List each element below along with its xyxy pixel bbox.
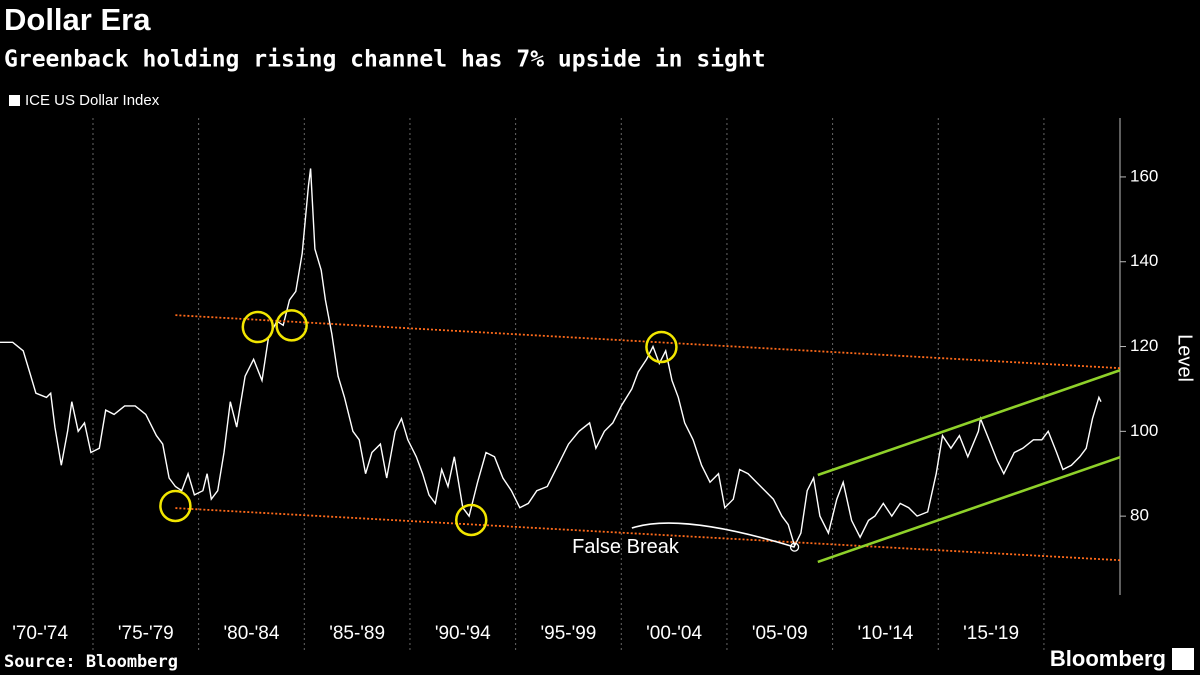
brand: Bloomberg xyxy=(1050,646,1166,671)
trend-line xyxy=(817,455,1121,564)
annotation-point xyxy=(789,542,800,552)
x-tick-label: '95-'99 xyxy=(541,623,597,644)
y-tick-label: 140 xyxy=(1130,251,1158,270)
chart-title: Dollar Era xyxy=(4,2,151,37)
x-tick-label: '00-'04 xyxy=(646,623,702,644)
legend-label: ICE US Dollar Index xyxy=(25,92,160,109)
y-axis-title: Level xyxy=(1174,334,1196,382)
x-tick-label: '75-'79 xyxy=(118,623,174,644)
highlight-circle xyxy=(645,330,678,364)
x-tick-label: '80-'84 xyxy=(224,623,280,644)
source: Source: Bloomberg xyxy=(4,652,178,672)
price-line xyxy=(0,168,1102,548)
x-tick-label: '05-'09 xyxy=(752,623,808,644)
legend-swatch xyxy=(9,95,20,106)
x-tick-label: '90-'94 xyxy=(435,623,491,644)
y-tick-label: 100 xyxy=(1130,421,1158,440)
trend-line xyxy=(175,507,1121,562)
annotation-label: False Break xyxy=(572,536,680,558)
y-tick-label: 80 xyxy=(1130,506,1149,525)
y-tick-label: 160 xyxy=(1130,166,1158,185)
highlight-circle xyxy=(454,503,488,537)
annotation-curve xyxy=(631,522,795,548)
chart-subtitle: Greenback holding rising channel has 7% … xyxy=(4,47,766,73)
y-tick-label: 120 xyxy=(1130,336,1158,355)
brand-icon xyxy=(1172,648,1194,670)
highlight-circle xyxy=(159,489,192,523)
x-tick-label: '10-'14 xyxy=(858,623,914,644)
x-tick-label: '70-'74 xyxy=(12,623,68,644)
highlight-circle xyxy=(241,310,275,344)
highlight-circle xyxy=(275,309,308,342)
trend-line xyxy=(817,369,1121,477)
x-tick-label: '15-'19 xyxy=(963,623,1019,644)
x-tick-label: '85-'89 xyxy=(329,623,385,644)
